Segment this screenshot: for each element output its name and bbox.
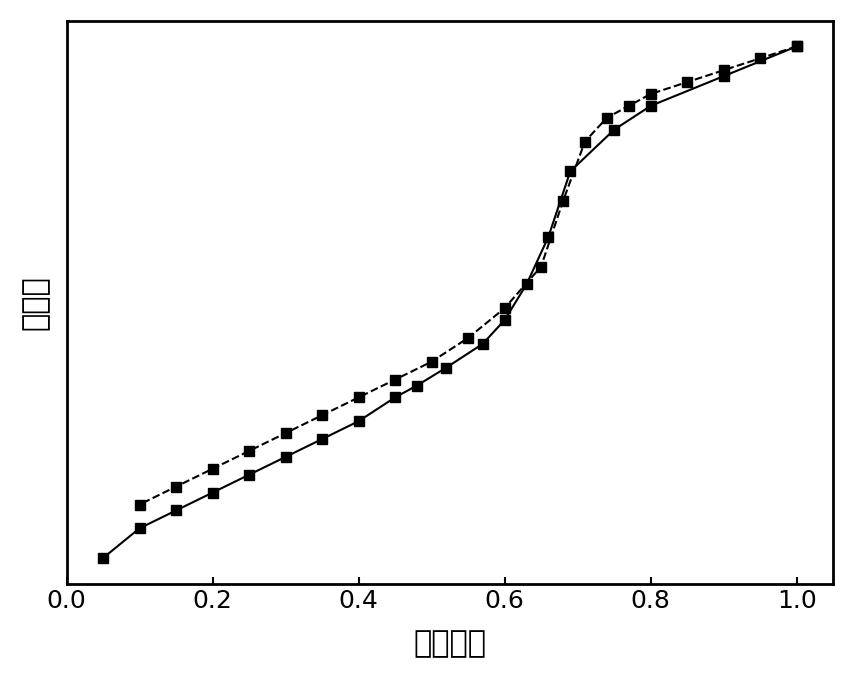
X-axis label: 相对压力: 相对压力 [413, 629, 485, 658]
Y-axis label: 吸附量: 吸附量 [20, 275, 49, 329]
